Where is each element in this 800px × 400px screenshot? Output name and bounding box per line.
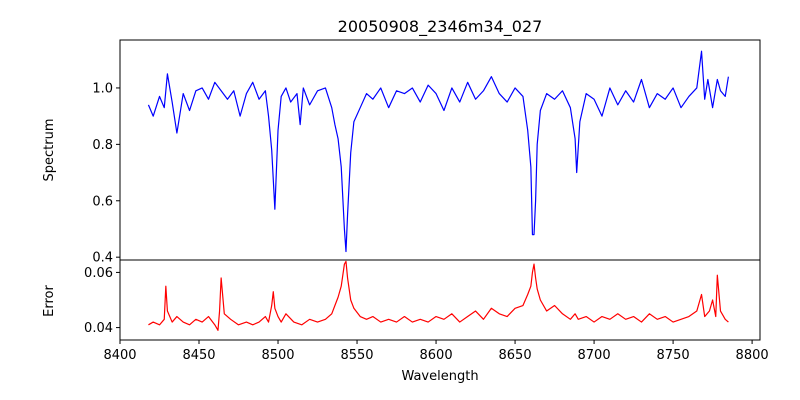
spectrum-plot-frame	[119, 39, 761, 261]
x-tick-label: 8450	[182, 348, 215, 363]
x-tick-label: 8500	[261, 348, 294, 363]
spectrum-series-line	[147, 50, 729, 253]
spectrum-y-tick-label: 0.4	[92, 251, 113, 266]
error-series-line	[148, 260, 729, 331]
error-y-tick-label: 0.06	[84, 266, 113, 281]
x-tick-label: 8700	[578, 348, 611, 363]
error-y-axis-label: Error	[42, 285, 57, 317]
spectrum-y-tick-label: 1.0	[92, 81, 113, 96]
spectrum-y-tick-label: 0.6	[92, 194, 113, 209]
chart-title: 20050908_2346m34_027	[338, 17, 543, 37]
x-axis-label: Wavelength	[401, 369, 478, 384]
x-tick-label: 8400	[103, 348, 136, 363]
x-tick-label: 8550	[340, 348, 373, 363]
x-tick-label: 8800	[736, 348, 769, 363]
error-y-tick-label: 0.04	[84, 321, 113, 336]
x-tick-label: 8750	[657, 348, 690, 363]
spectrum-y-axis-label: Spectrum	[42, 119, 57, 182]
x-tick-label: 8600	[420, 348, 453, 363]
x-tick-label: 8650	[499, 348, 532, 363]
error-plot-frame	[119, 259, 761, 341]
spectrum-y-tick-label: 0.8	[92, 138, 113, 153]
